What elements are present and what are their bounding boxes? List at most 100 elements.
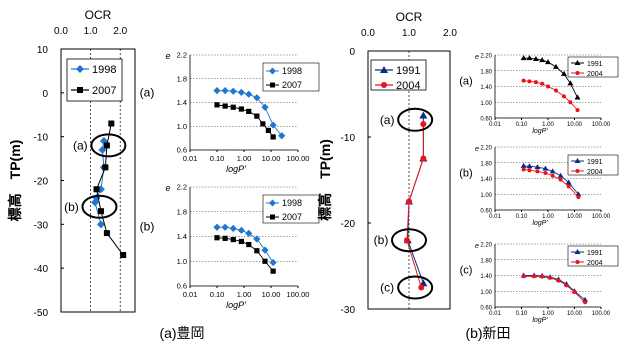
panel-label: (b) — [459, 168, 472, 180]
data-point — [221, 87, 229, 95]
data-point — [269, 121, 277, 129]
y-tick-label: 1.00 — [480, 290, 492, 296]
toyooka-e-logp-b-chart: 0.6 1.0 1.4 1.8 2.2 0.01 0.10 1.00 10.00 100.00 lo… — [140, 183, 320, 310]
data-point — [521, 167, 526, 172]
legend-marker — [574, 60, 581, 65]
nitta-e-logp-b-chart: 0.60 1.00 1.40 1.80 2.20 0.01 0.10 1.00 10.00 100… — [459, 146, 619, 227]
data-point — [278, 132, 286, 140]
data-point — [246, 241, 252, 248]
x-tick-label: 100.00 — [287, 154, 310, 163]
legend-marker — [575, 71, 580, 75]
legend-marker — [76, 65, 84, 73]
x-tick-label: 0.10 — [516, 122, 528, 128]
annotation-ellipse — [90, 133, 127, 158]
data-point — [564, 283, 569, 288]
x-tick-label: 0.0 — [54, 26, 68, 37]
legend-marker — [269, 199, 276, 207]
caption-right: (b)新田 — [465, 325, 510, 341]
x-axis-label: logP' — [532, 317, 548, 324]
y-tick-label: 1.4 — [177, 98, 187, 107]
data-point — [532, 55, 539, 61]
x-axis-label: OCR — [396, 10, 423, 24]
data-point — [549, 168, 556, 174]
legend-marker — [77, 87, 83, 93]
data-point — [556, 278, 561, 283]
data-point — [269, 258, 277, 267]
legend-marker — [270, 82, 275, 88]
y-tick-label: 1.4 — [177, 232, 187, 241]
y-tick-label: 1.00 — [480, 193, 492, 199]
data-point — [566, 184, 571, 189]
data-point — [557, 172, 564, 178]
data-point — [572, 290, 577, 295]
x-tick-label: 1.0 — [402, 28, 416, 39]
legend-marker — [575, 169, 580, 173]
legend-marker — [380, 66, 388, 73]
data-point — [237, 88, 245, 97]
data-point — [548, 275, 553, 280]
x-tick-label: 100.00 — [592, 311, 611, 317]
y-tick-label: -20 — [34, 177, 49, 188]
nitta-e-logp-a-chart: 0.60 1.00 1.40 1.80 2.20 0.01 0.10 1.00 10.00 100… — [459, 54, 619, 135]
data-point — [245, 229, 253, 238]
nitta-ocr-chart: OCR 0.0 1.0 2.0 0 -10 -20 -30 標高 TP(m) (a) (b) (c) 1… — [317, 10, 457, 316]
annotation-ellipse — [397, 275, 434, 300]
data-point — [420, 121, 427, 128]
series-line — [217, 226, 274, 263]
data-point — [406, 198, 412, 205]
legend-label: 2004 — [587, 169, 603, 176]
panel-label: (a) — [140, 86, 155, 100]
data-point — [213, 223, 221, 231]
y-tick-label: 1.00 — [480, 101, 492, 107]
y-axis-label: 標高 TP(m) — [317, 139, 333, 221]
data-point — [261, 103, 269, 111]
y-tick-label: -30 — [34, 220, 49, 231]
data-point — [583, 300, 588, 305]
x-tick-label: 1.00 — [542, 311, 554, 317]
data-point — [540, 81, 545, 86]
legend-label: 1998 — [92, 64, 116, 76]
data-point — [270, 134, 276, 140]
x-tick-label: 0.10 — [516, 214, 528, 220]
data-point — [270, 268, 276, 274]
x-tick-label: 0.01 — [183, 154, 198, 163]
data-point — [561, 94, 566, 99]
x-tick-label: 10.00 — [262, 290, 281, 299]
y-tick-label: -30 — [341, 305, 356, 316]
x-axis-label: logP' — [226, 300, 246, 310]
y-tick-label: -40 — [34, 264, 49, 275]
data-point — [540, 274, 545, 279]
data-point — [560, 70, 567, 76]
y-tick-label: -10 — [34, 133, 49, 144]
x-tick-label: 100.00 — [592, 122, 611, 128]
data-point — [254, 113, 260, 119]
y-tick-label: 2.20 — [480, 146, 492, 152]
data-point — [229, 87, 237, 95]
annotation-label: (a) — [380, 113, 395, 127]
data-point — [526, 163, 533, 169]
y-tick-label: 0.6 — [177, 282, 187, 291]
legend-label: 1991 — [587, 159, 603, 166]
x-tick-label: 0.01 — [489, 311, 501, 317]
data-point — [245, 90, 253, 98]
data-point — [520, 55, 527, 61]
data-point — [103, 142, 110, 149]
data-point — [253, 94, 261, 102]
toyooka-ocr-chart: OCR 0.0 1.0 2.0 10 0 -10 -20 -30 -40 -50 標高 TP(m) (a… — [7, 8, 136, 319]
nitta-e-logp-c-chart: 0.60 1.00 1.40 1.80 2.20 0.01 0.10 1.00 10.00 100… — [460, 243, 619, 324]
data-point — [97, 208, 104, 215]
y-tick-label: 0.60 — [480, 209, 492, 215]
x-axis-label: logP' — [532, 220, 548, 227]
legend-label: 2007 — [282, 80, 302, 90]
y-tick-label: -10 — [341, 133, 356, 144]
y-axis-label: e — [165, 183, 170, 193]
data-point — [533, 80, 538, 85]
y-tick-label: 0 — [42, 89, 48, 100]
x-tick-label: 0.01 — [489, 214, 501, 220]
legend-marker — [574, 158, 581, 163]
x-axis-label: logP' — [226, 164, 246, 174]
data-point — [93, 186, 100, 193]
data-point — [539, 57, 546, 63]
data-point — [230, 236, 236, 243]
annotation-label: (a) — [73, 138, 88, 152]
